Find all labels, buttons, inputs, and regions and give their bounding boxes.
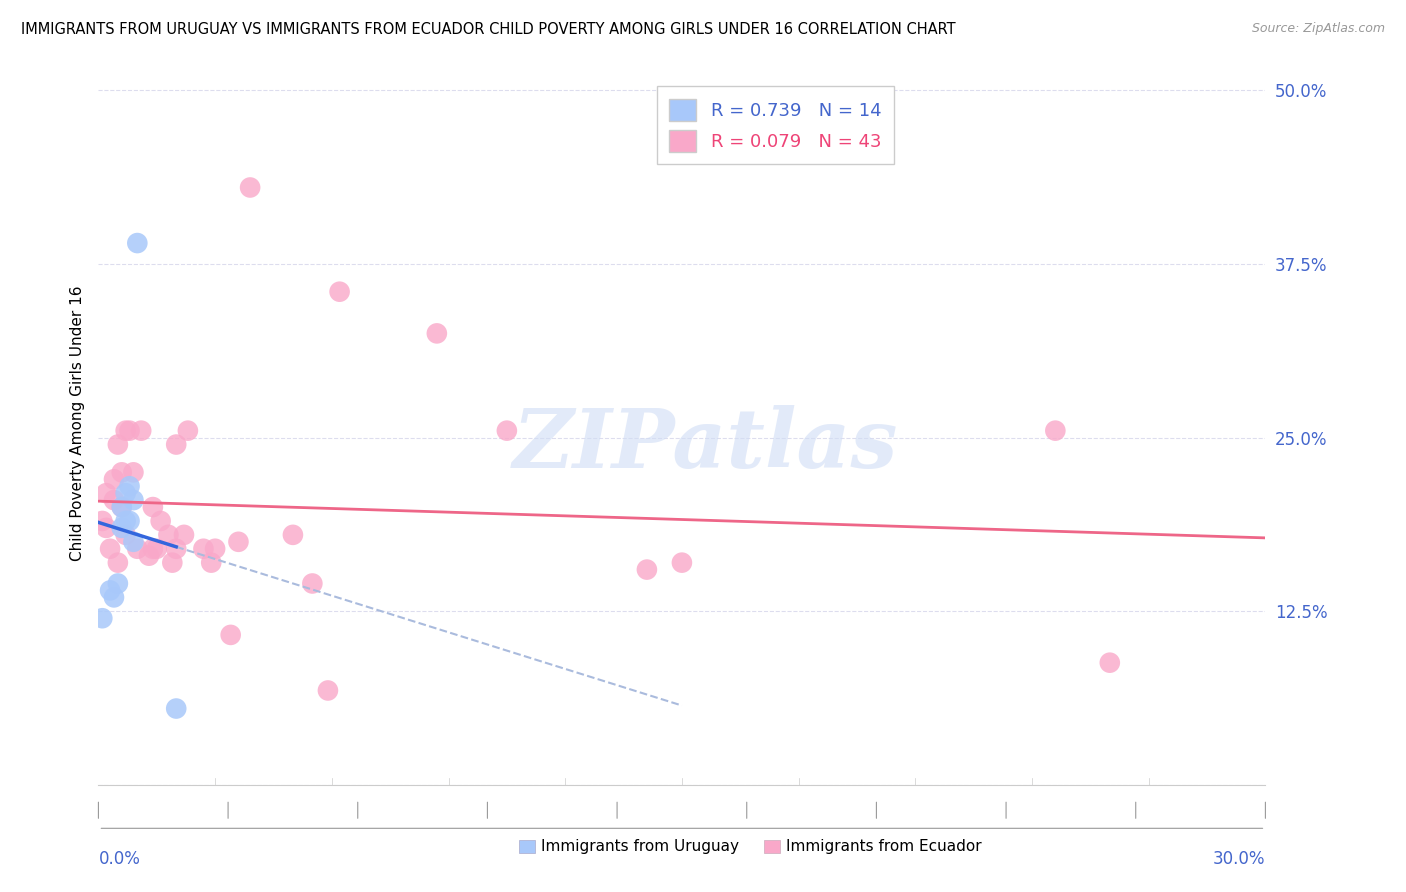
Text: 30.0%: 30.0% [1213,850,1265,868]
Point [122,466,145,480]
Point [107,437,129,451]
Point [301,576,323,591]
Point [142,541,165,556]
Legend: R = 0.739   N = 14, R = 0.079   N = 43: R = 0.739 N = 14, R = 0.079 N = 43 [657,86,894,164]
Point [103,591,125,605]
Point [122,493,145,508]
Point [107,576,129,591]
FancyBboxPatch shape [519,840,536,853]
Point [1098,656,1121,670]
Point [114,486,136,500]
Point [114,528,136,542]
Text: Source: ZipAtlas.com: Source: ZipAtlas.com [1251,22,1385,36]
Point [228,534,250,549]
Text: 0.0%: 0.0% [98,850,141,868]
Point [149,514,172,528]
Point [162,556,184,570]
FancyBboxPatch shape [763,840,780,853]
Point [127,235,149,250]
Point [165,437,187,451]
Point [118,514,141,528]
Point [239,180,262,194]
Point [173,528,195,542]
Point [177,424,200,438]
Point [103,472,125,486]
Text: ZIPatlas: ZIPatlas [513,405,898,485]
Point [127,541,149,556]
Point [142,500,165,514]
Point [165,701,187,715]
Point [98,583,121,598]
Point [114,424,136,438]
Point [96,521,118,535]
Point [91,611,114,625]
Point [204,541,226,556]
Point [138,549,160,563]
Point [122,534,145,549]
Point [111,500,134,514]
Point [636,563,658,577]
Text: Immigrants from Uruguay: Immigrants from Uruguay [541,838,740,854]
Text: IMMIGRANTS FROM URUGUAY VS IMMIGRANTS FROM ECUADOR CHILD POVERTY AMONG GIRLS UND: IMMIGRANTS FROM URUGUAY VS IMMIGRANTS FR… [21,22,956,37]
Point [111,466,134,480]
Point [165,541,187,556]
Point [118,479,141,493]
Point [98,541,121,556]
Point [200,556,222,570]
Point [96,486,118,500]
Point [114,514,136,528]
Point [118,424,141,438]
Point [146,541,169,556]
Point [111,500,134,514]
Point [671,556,693,570]
Point [426,326,449,341]
Text: Immigrants from Ecuador: Immigrants from Ecuador [786,838,981,854]
Point [103,493,125,508]
Point [1045,424,1067,438]
Point [111,521,134,535]
Point [281,528,304,542]
Point [193,541,215,556]
Y-axis label: Child Poverty Among Girls Under 16: Child Poverty Among Girls Under 16 [69,286,84,561]
Point [496,424,519,438]
Point [129,424,152,438]
Point [316,683,339,698]
Point [107,556,129,570]
Point [157,528,180,542]
Point [219,628,242,642]
Point [329,285,352,299]
Point [91,514,114,528]
